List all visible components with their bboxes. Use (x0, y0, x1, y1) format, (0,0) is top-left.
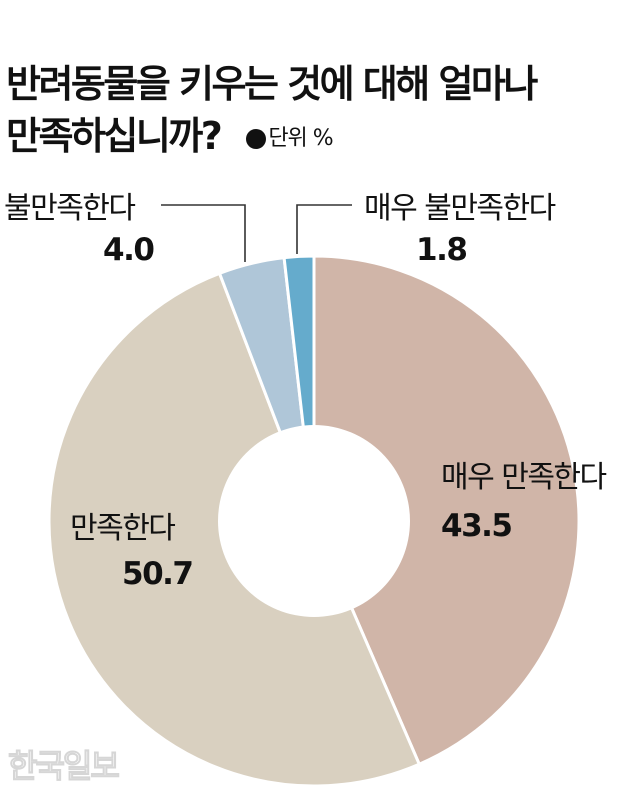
value-very-satisfied: 43.5 (441, 508, 513, 544)
publisher-logo: 한국일보 (8, 747, 121, 786)
unit-note: 단위 % (246, 113, 334, 165)
title-line-2: 만족하십니까? (6, 114, 223, 158)
label-very-dissatisfied: 매우 불만족한다 (364, 191, 556, 226)
bullet-icon (246, 129, 267, 149)
slice-very-satisfied (312, 254, 581, 767)
title-line-2-row: 만족하십니까? 단위 % (6, 110, 536, 165)
leader-line-very-dissatisfied (296, 204, 352, 254)
title-line-1: 반려동물을 키우는 것에 대해 얼마나 (6, 62, 538, 106)
value-dissatisfied: 4.0 (103, 232, 155, 268)
value-satisfied: 50.7 (122, 556, 194, 592)
label-very-satisfied: 매우 만족한다 (441, 460, 607, 495)
unit-label: 단위 % (268, 126, 333, 151)
label-satisfied: 만족한다 (70, 511, 176, 546)
label-dissatisfied: 불만족한다 (4, 191, 136, 226)
donut-hole (218, 425, 410, 617)
leader-line-dissatisfied (161, 204, 246, 262)
value-very-dissatisfied: 1.8 (416, 232, 468, 268)
chart-title: 반려동물을 키우는 것에 대해 얼마나 만족하십니까? 단위 % (6, 58, 538, 165)
